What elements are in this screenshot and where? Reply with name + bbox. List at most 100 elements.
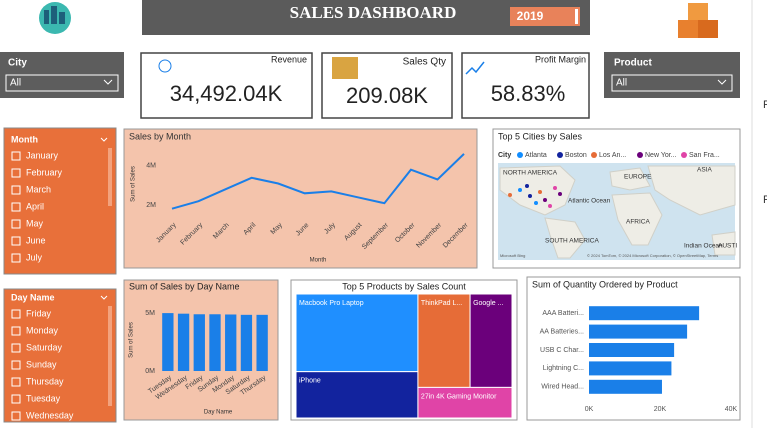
pane-label: F: [763, 194, 767, 206]
slicer-item[interactable]: Wednesday: [26, 410, 74, 420]
checkbox[interactable]: [11, 185, 21, 195]
dropdown-value[interactable]: All: [10, 78, 21, 89]
legend-label[interactable]: San Fra...: [689, 152, 720, 159]
treemap-tile[interactable]: [469, 293, 513, 388]
chevron: [103, 79, 113, 85]
treemap-tile[interactable]: [295, 371, 419, 419]
bar: [589, 379, 662, 394]
legend-label[interactable]: Los An...: [599, 152, 626, 159]
map-label: NORTH AMERICA: [503, 170, 558, 177]
checkbox[interactable]: [11, 202, 21, 212]
checkbox[interactable]: [11, 168, 21, 178]
legend-swatch: [591, 152, 597, 158]
checkbox[interactable]: [11, 411, 21, 421]
checkbox[interactable]: [11, 309, 21, 319]
map-point[interactable]: [558, 192, 562, 196]
slicer-item[interactable]: July: [26, 252, 43, 262]
y-tick-label: Lightning C...: [543, 365, 584, 372]
x-axis-title: Month: [310, 258, 327, 264]
kpi-icon: [158, 59, 172, 73]
bar: [589, 361, 672, 376]
scrollbar[interactable]: [108, 148, 112, 206]
dashboard-title: SALES DASHBOARD: [290, 3, 457, 22]
year-box[interactable]: [510, 7, 580, 26]
slicer-item[interactable]: June: [26, 235, 46, 245]
tile-label: iPhone: [299, 378, 321, 385]
dropdown-value[interactable]: All: [616, 78, 627, 89]
x-tick-label: 20K: [654, 406, 667, 413]
slicer-item[interactable]: Saturday: [26, 342, 63, 352]
checkbox[interactable]: [11, 219, 21, 229]
map-label: ASIA: [697, 167, 712, 174]
slicer-item[interactable]: May: [26, 218, 44, 228]
slicer-item[interactable]: April: [26, 201, 44, 211]
map-point[interactable]: [553, 186, 557, 190]
bar: [162, 313, 174, 371]
map-point[interactable]: [538, 190, 542, 194]
slicer-item[interactable]: Friday: [26, 308, 52, 318]
year[interactable]: 2019: [517, 9, 544, 23]
checkbox[interactable]: [11, 377, 21, 387]
map-point[interactable]: [518, 188, 522, 192]
map-label: EUROPE: [624, 174, 652, 181]
logo-building: [51, 6, 57, 24]
chart-title: Top 5 Cities by Sales: [498, 131, 583, 141]
checkbox[interactable]: [11, 253, 21, 263]
year-scroll: [575, 9, 578, 24]
bar: [589, 306, 700, 321]
map-point[interactable]: [528, 194, 532, 198]
dropdown[interactable]: [611, 74, 733, 92]
slicer-item[interactable]: January: [26, 150, 59, 160]
kpi-value: 209.08K: [346, 83, 428, 108]
checkbox[interactable]: [11, 394, 21, 404]
legend-label[interactable]: Atlanta: [525, 152, 547, 159]
map-label: AUSTI: [718, 243, 737, 250]
slicer-item[interactable]: Thursday: [26, 376, 64, 386]
pane-label: F: [763, 99, 767, 111]
legend-label[interactable]: New Yor...: [645, 152, 677, 159]
logo-building: [59, 12, 65, 24]
scrollbar[interactable]: [108, 306, 112, 406]
y-tick-label: 2M: [146, 202, 156, 209]
slicer-item[interactable]: February: [26, 167, 63, 177]
tile-label: Google ...: [473, 300, 503, 307]
legend-swatch: [557, 152, 563, 158]
slicer-item[interactable]: Sunday: [26, 359, 57, 369]
y-tick-label: AAA Batteri...: [542, 310, 584, 317]
legend-label[interactable]: Boston: [565, 152, 587, 159]
map-point[interactable]: [508, 193, 512, 197]
checkbox[interactable]: [11, 151, 21, 161]
map-label: SOUTH AMERICA: [545, 238, 599, 245]
map-point[interactable]: [548, 204, 552, 208]
legend-swatch: [517, 152, 523, 158]
map-point[interactable]: [534, 201, 538, 205]
kpi-icon: [465, 61, 485, 75]
slicer-item[interactable]: Monday: [26, 325, 59, 335]
chart-title: Sum of Sales by Day Name: [129, 281, 240, 291]
checkbox[interactable]: [11, 236, 21, 246]
treemap-tile[interactable]: [417, 386, 513, 419]
legend-swatch: [681, 152, 687, 158]
day-slicer: [3, 288, 117, 423]
checkbox[interactable]: [11, 360, 21, 370]
chart-title: Sum of Quantity Ordered by Product: [532, 279, 678, 289]
bar: [209, 314, 221, 371]
y-tick-label: 0M: [145, 368, 155, 375]
checkbox[interactable]: [11, 343, 21, 353]
treemap-tile[interactable]: [417, 293, 471, 388]
y-tick-label: 4M: [146, 163, 156, 170]
chevron: [717, 79, 727, 85]
map-point[interactable]: [543, 198, 547, 202]
tile-label: ThinkPad L...: [421, 300, 462, 307]
map-point[interactable]: [525, 184, 529, 188]
legend-title: City: [498, 152, 511, 159]
y-tick-label: USB C Char...: [540, 347, 584, 354]
slicer-item[interactable]: March: [26, 184, 51, 194]
checkbox[interactable]: [11, 326, 21, 336]
chart-title: Top 5 Products by Sales Count: [342, 281, 466, 291]
slicer-item[interactable]: Tuesday: [26, 393, 61, 403]
dropdown[interactable]: [5, 74, 119, 92]
y-tick-label: 5M: [145, 310, 155, 317]
tile-label: 27in 4K Gaming Monitor: [421, 393, 497, 400]
map-attribution: © 2024 TomTom, © 2024 Microsoft Corporat…: [587, 253, 718, 258]
